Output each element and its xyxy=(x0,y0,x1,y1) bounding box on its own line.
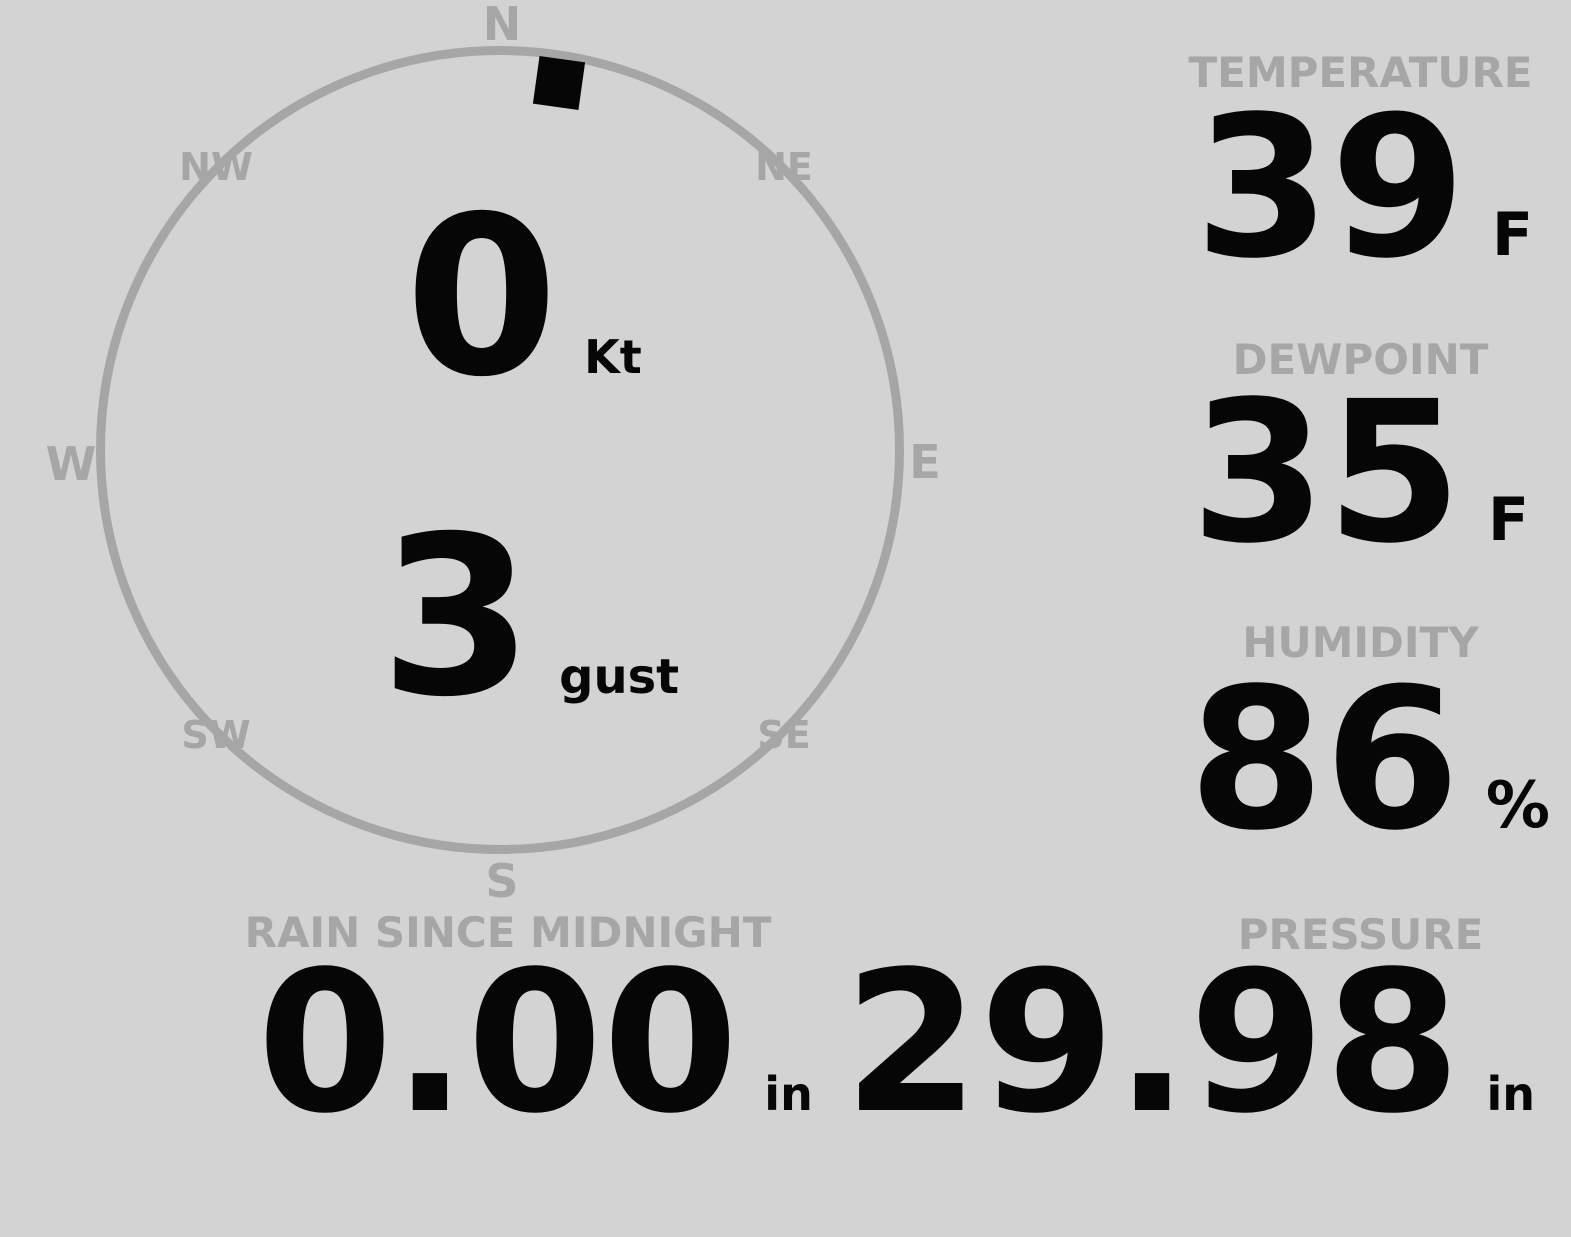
temperature-unit: F xyxy=(1492,200,1533,270)
dewpoint-reading: 35 F xyxy=(1191,375,1529,570)
compass-southwest-label: SW xyxy=(181,713,251,757)
humidity-value: 86 xyxy=(1188,646,1460,873)
wind-gust-value: 3 xyxy=(380,489,534,745)
compass-north-label: N xyxy=(482,0,522,51)
wind-gust: 3 gust xyxy=(380,507,679,727)
pressure-value: 29.98 xyxy=(843,929,1461,1156)
dewpoint-label: DEWPOINT xyxy=(1232,335,1489,384)
wind-gust-unit: gust xyxy=(559,649,680,705)
pressure-label: PRESSURE xyxy=(1237,910,1484,959)
pressure-reading: 29.98 in xyxy=(844,945,1535,1140)
compass-northeast-label: NE xyxy=(755,145,813,189)
temperature-label: TEMPERATURE xyxy=(1188,48,1533,97)
compass-west-label: W xyxy=(45,437,97,491)
compass-northwest-label: NW xyxy=(179,145,253,189)
dewpoint-unit: F xyxy=(1488,485,1529,555)
rain-unit: in xyxy=(764,1067,813,1121)
compass-southeast-label: SE xyxy=(757,713,811,757)
pressure-unit: in xyxy=(1486,1067,1535,1121)
wind-compass-ring xyxy=(96,46,904,854)
rain-value: 0.00 xyxy=(257,929,739,1156)
wind-speed-unit: Kt xyxy=(584,330,642,384)
compass-east-label: E xyxy=(909,435,941,489)
wind-speed-value: 0 xyxy=(405,169,559,425)
rain-reading: 0.00 in xyxy=(125,945,945,1140)
wind-speed: 0 Kt xyxy=(405,187,642,407)
compass-south-label: S xyxy=(485,854,519,908)
rain-label: RAIN SINCE MIDNIGHT xyxy=(244,908,772,957)
dewpoint-value: 35 xyxy=(1190,359,1462,586)
humidity-unit: % xyxy=(1485,769,1550,843)
temperature-reading: 39 F xyxy=(1195,90,1533,285)
temperature-value: 39 xyxy=(1194,74,1466,301)
humidity-label: HUMIDITY xyxy=(1242,618,1479,667)
humidity-reading: 86 % xyxy=(1189,662,1551,857)
wind-direction-marker-icon xyxy=(532,56,586,110)
